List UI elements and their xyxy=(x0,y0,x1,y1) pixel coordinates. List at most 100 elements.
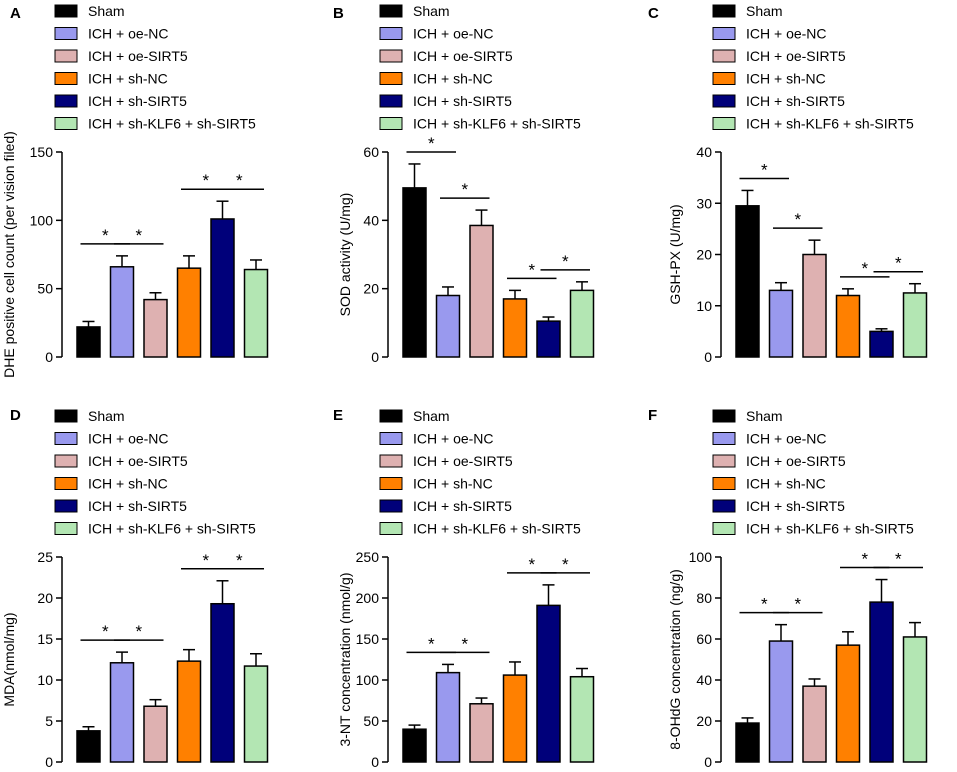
panel-F: F Sham ICH + oe-NC ICH + oe-SIRT5 ICH + sh-N… xyxy=(648,407,928,770)
legend-swatch xyxy=(712,49,736,63)
legend-label: ICH + sh-KLF6 + sh-SIRT5 xyxy=(746,521,914,537)
legend-swatch xyxy=(54,499,78,513)
y-axis-label: 8-OHdG concentration (ng/g) xyxy=(667,569,683,750)
bar xyxy=(835,294,861,358)
panel-D: D Sham ICH + oe-NC ICH + oe-SIRT5 ICH + sh-N… xyxy=(1,407,269,770)
y-tick-label: 10 xyxy=(696,298,712,314)
y-axis-label: GSH-PX (U/mg) xyxy=(667,204,683,304)
legend-label: ICH + oe-SIRT5 xyxy=(88,48,188,64)
significance-mark: * xyxy=(428,634,435,653)
bar xyxy=(109,662,135,763)
significance-mark: * xyxy=(236,171,243,190)
significance-mark: * xyxy=(761,595,768,614)
legend-swatch xyxy=(712,72,736,85)
significance-mark: * xyxy=(895,254,902,273)
y-tick-label: 150 xyxy=(356,631,380,647)
legend-swatch xyxy=(379,432,403,445)
panel-label: B xyxy=(333,5,344,22)
bar xyxy=(735,722,760,763)
legend-label: Sham xyxy=(88,3,125,19)
legend-label: Sham xyxy=(413,3,450,19)
bar xyxy=(802,253,827,358)
bar xyxy=(143,705,168,763)
bar xyxy=(435,294,461,358)
y-tick-label: 40 xyxy=(696,672,712,688)
legend-label: Sham xyxy=(413,408,450,424)
panel-A: A Sham ICH + oe-NC ICH + oe-SIRT5 ICH + sh-N… xyxy=(1,3,269,378)
legend-label: Sham xyxy=(746,408,783,424)
significance-mark: * xyxy=(236,551,243,570)
legend-label: ICH + oe-SIRT5 xyxy=(413,453,513,469)
bar xyxy=(569,289,595,358)
legend-label: ICH + sh-NC xyxy=(88,476,168,492)
legend-swatch xyxy=(54,72,78,85)
legend-label: ICH + sh-NC xyxy=(413,476,493,492)
y-tick-label: 40 xyxy=(363,212,379,228)
y-tick-label: 250 xyxy=(356,549,380,565)
legend-label: ICH + oe-NC xyxy=(88,26,169,42)
significance-mark: * xyxy=(102,622,109,641)
bar xyxy=(402,187,427,358)
panel-label: A xyxy=(10,5,21,22)
bar xyxy=(143,298,168,358)
y-tick-label: 0 xyxy=(704,349,712,365)
bar xyxy=(536,604,561,763)
legend-swatch xyxy=(379,4,403,18)
panel-B: B Sham ICH + oe-NC ICH + oe-SIRT5 ICH + sh-N… xyxy=(333,3,595,365)
bar xyxy=(109,266,135,358)
y-tick-label: 200 xyxy=(356,590,380,606)
significance-mark: * xyxy=(202,171,209,190)
legend-label: ICH + oe-SIRT5 xyxy=(746,453,846,469)
legend-label: ICH + sh-SIRT5 xyxy=(88,93,187,109)
legend-label: ICH + sh-SIRT5 xyxy=(88,498,187,514)
legend-swatch xyxy=(379,49,403,63)
legend-label: ICH + oe-SIRT5 xyxy=(88,453,188,469)
y-tick-label: 30 xyxy=(696,195,712,211)
significance-mark: * xyxy=(761,160,768,179)
y-tick-label: 20 xyxy=(37,590,53,606)
significance-mark: * xyxy=(861,550,868,569)
significance-mark: * xyxy=(135,226,142,245)
y-tick-label: 50 xyxy=(363,713,379,729)
legend-label: ICH + sh-KLF6 + sh-SIRT5 xyxy=(413,116,581,132)
legend-swatch xyxy=(54,49,78,63)
legend-swatch xyxy=(379,27,403,40)
bar xyxy=(210,602,235,763)
significance-mark: * xyxy=(461,634,468,653)
legend-swatch xyxy=(54,4,78,18)
legend-label: Sham xyxy=(88,408,125,424)
y-tick-label: 60 xyxy=(363,144,379,160)
significance-mark: * xyxy=(528,260,535,279)
panel-label: E xyxy=(333,407,343,424)
y-tick-label: 25 xyxy=(37,549,53,565)
legend-swatch xyxy=(54,432,78,445)
significance-mark: * xyxy=(461,180,468,199)
legend-label: ICH + sh-SIRT5 xyxy=(413,93,512,109)
y-axis-label: DHE positive cell count (per vision file… xyxy=(1,131,17,378)
legend-label: ICH + oe-NC xyxy=(88,431,169,447)
legend-swatch xyxy=(712,522,736,535)
legend-swatch xyxy=(54,27,78,40)
legend-swatch xyxy=(379,409,403,423)
legend-label: ICH + oe-NC xyxy=(746,26,827,42)
bar xyxy=(768,640,794,763)
bar xyxy=(469,224,494,358)
legend-swatch xyxy=(54,477,78,490)
panel-label: C xyxy=(648,5,659,22)
legend-swatch xyxy=(54,454,78,468)
legend-label: ICH + oe-SIRT5 xyxy=(746,48,846,64)
significance-mark: * xyxy=(102,226,109,245)
y-tick-label: 20 xyxy=(696,713,712,729)
significance-mark: * xyxy=(135,622,142,641)
legend-label: ICH + sh-NC xyxy=(413,71,493,87)
legend-label: ICH + oe-NC xyxy=(413,431,494,447)
legend-swatch xyxy=(379,117,403,130)
significance-mark: * xyxy=(794,595,801,614)
y-axis-label: MDA(nmol/mg) xyxy=(1,612,17,706)
bar xyxy=(802,685,827,763)
legend-label: ICH + sh-NC xyxy=(746,476,826,492)
bar xyxy=(869,330,894,358)
panel-C: C Sham ICH + oe-NC ICH + oe-SIRT5 ICH + sh-N… xyxy=(648,3,928,365)
legend-swatch xyxy=(712,499,736,513)
